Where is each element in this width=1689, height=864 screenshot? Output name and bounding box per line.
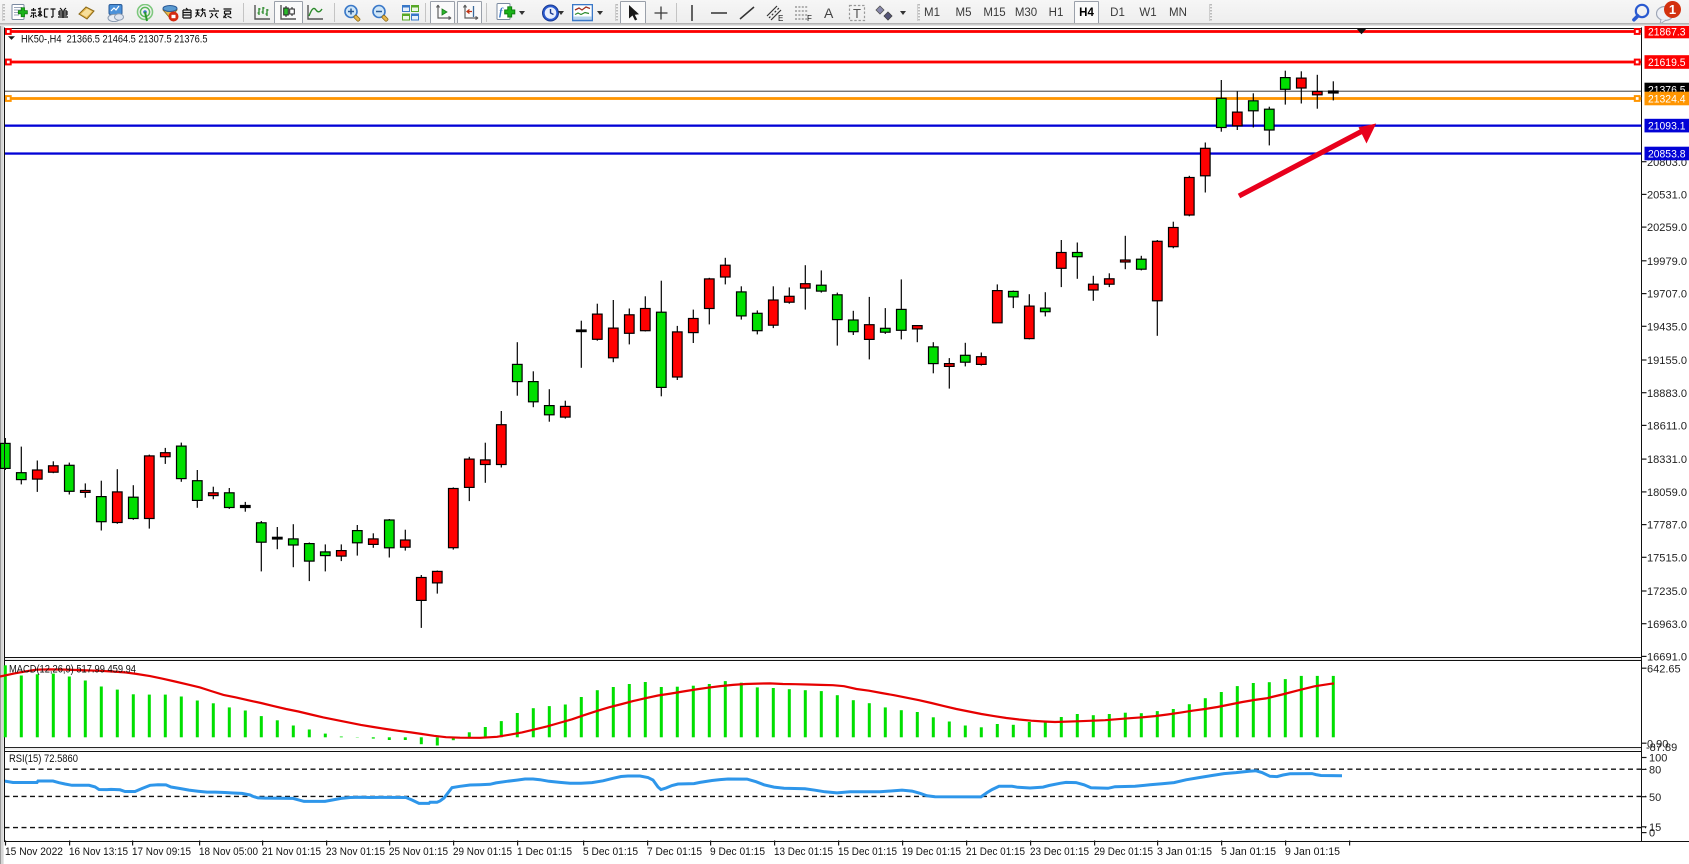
svg-text:9 Dec 01:15: 9 Dec 01:15 <box>710 846 765 858</box>
svg-text:18611.0: 18611.0 <box>1647 421 1687 433</box>
svg-text:16963.0: 16963.0 <box>1647 619 1687 631</box>
svg-text:100: 100 <box>1649 753 1667 765</box>
svg-text:29 Dec 01:15: 29 Dec 01:15 <box>1094 846 1153 858</box>
svg-text:T: T <box>853 6 861 21</box>
svg-text:18059.0: 18059.0 <box>1647 487 1687 499</box>
svg-text:21 Dec 01:15: 21 Dec 01:15 <box>966 846 1025 858</box>
svg-text:19979.0: 19979.0 <box>1647 256 1687 268</box>
svg-text:HK50-,H4 21366.5 21464.5 2130: HK50-,H4 21366.5 21464.5 21307.5 21376.5 <box>21 33 208 45</box>
svg-text:21 Nov 01:15: 21 Nov 01:15 <box>262 846 321 858</box>
svg-text:RSI(15) 72.5860: RSI(15) 72.5860 <box>9 753 78 765</box>
svg-text:16 Nov 13:15: 16 Nov 13:15 <box>69 846 128 858</box>
svg-text:MACD(12,26,9) 517.99 459.94: MACD(12,26,9) 517.99 459.94 <box>9 664 136 676</box>
svg-text:f: f <box>499 6 504 18</box>
svg-text:1 Dec 01:15: 1 Dec 01:15 <box>517 846 572 858</box>
svg-text:A: A <box>824 5 834 21</box>
svg-text:23 Dec 01:15: 23 Dec 01:15 <box>1030 846 1089 858</box>
svg-text:E: E <box>778 14 783 22</box>
svg-text:F: F <box>807 14 812 22</box>
svg-text:20531.0: 20531.0 <box>1647 190 1687 202</box>
svg-text:21619.5: 21619.5 <box>1648 57 1686 69</box>
svg-text:18 Nov 05:00: 18 Nov 05:00 <box>199 846 258 858</box>
svg-text:20853.8: 20853.8 <box>1648 149 1686 161</box>
svg-text:13 Dec 01:15: 13 Dec 01:15 <box>774 846 833 858</box>
svg-text:17515.0: 17515.0 <box>1647 552 1687 564</box>
svg-text:-87.89: -87.89 <box>1646 742 1677 754</box>
svg-text:5 Dec 01:15: 5 Dec 01:15 <box>583 846 638 858</box>
svg-text:7 Dec 01:15: 7 Dec 01:15 <box>647 846 702 858</box>
svg-text:15: 15 <box>1649 822 1661 834</box>
svg-text:19 Dec 01:15: 19 Dec 01:15 <box>902 846 961 858</box>
svg-text:0.90: 0.90 <box>1647 738 1668 750</box>
svg-text:23 Nov 01:15: 23 Nov 01:15 <box>326 846 385 858</box>
svg-text:19155.0: 19155.0 <box>1647 355 1687 367</box>
svg-text:20259.0: 20259.0 <box>1647 222 1687 234</box>
svg-text:80: 80 <box>1649 765 1661 777</box>
svg-text:5 Jan 01:15: 5 Jan 01:15 <box>1221 846 1276 858</box>
svg-text:18883.0: 18883.0 <box>1647 388 1687 400</box>
svg-text:17235.0: 17235.0 <box>1647 586 1687 598</box>
svg-text:21867.3: 21867.3 <box>1648 27 1686 39</box>
svg-text:17 Nov 09:15: 17 Nov 09:15 <box>132 846 191 858</box>
svg-text:642.65: 642.65 <box>1647 663 1681 675</box>
svg-text:29 Nov 01:15: 29 Nov 01:15 <box>453 846 512 858</box>
svg-text:16691.0: 16691.0 <box>1647 652 1687 664</box>
svg-text:15 Nov 2022: 15 Nov 2022 <box>5 846 63 858</box>
svg-text:21324.4: 21324.4 <box>1648 94 1686 106</box>
svg-text:3 Jan 01:15: 3 Jan 01:15 <box>1157 846 1212 858</box>
svg-text:19707.0: 19707.0 <box>1647 289 1687 301</box>
svg-text:15 Dec 01:15: 15 Dec 01:15 <box>838 846 897 858</box>
svg-text:9 Jan 01:15: 9 Jan 01:15 <box>1285 846 1340 858</box>
svg-text:19435.0: 19435.0 <box>1647 321 1687 333</box>
svg-text:21093.1: 21093.1 <box>1648 121 1686 133</box>
svg-text:25 Nov 01:15: 25 Nov 01:15 <box>389 846 448 858</box>
svg-text:18331.0: 18331.0 <box>1647 454 1687 466</box>
svg-text:0: 0 <box>1649 828 1655 840</box>
svg-text:17787.0: 17787.0 <box>1647 520 1687 532</box>
svg-text:50: 50 <box>1649 792 1661 804</box>
